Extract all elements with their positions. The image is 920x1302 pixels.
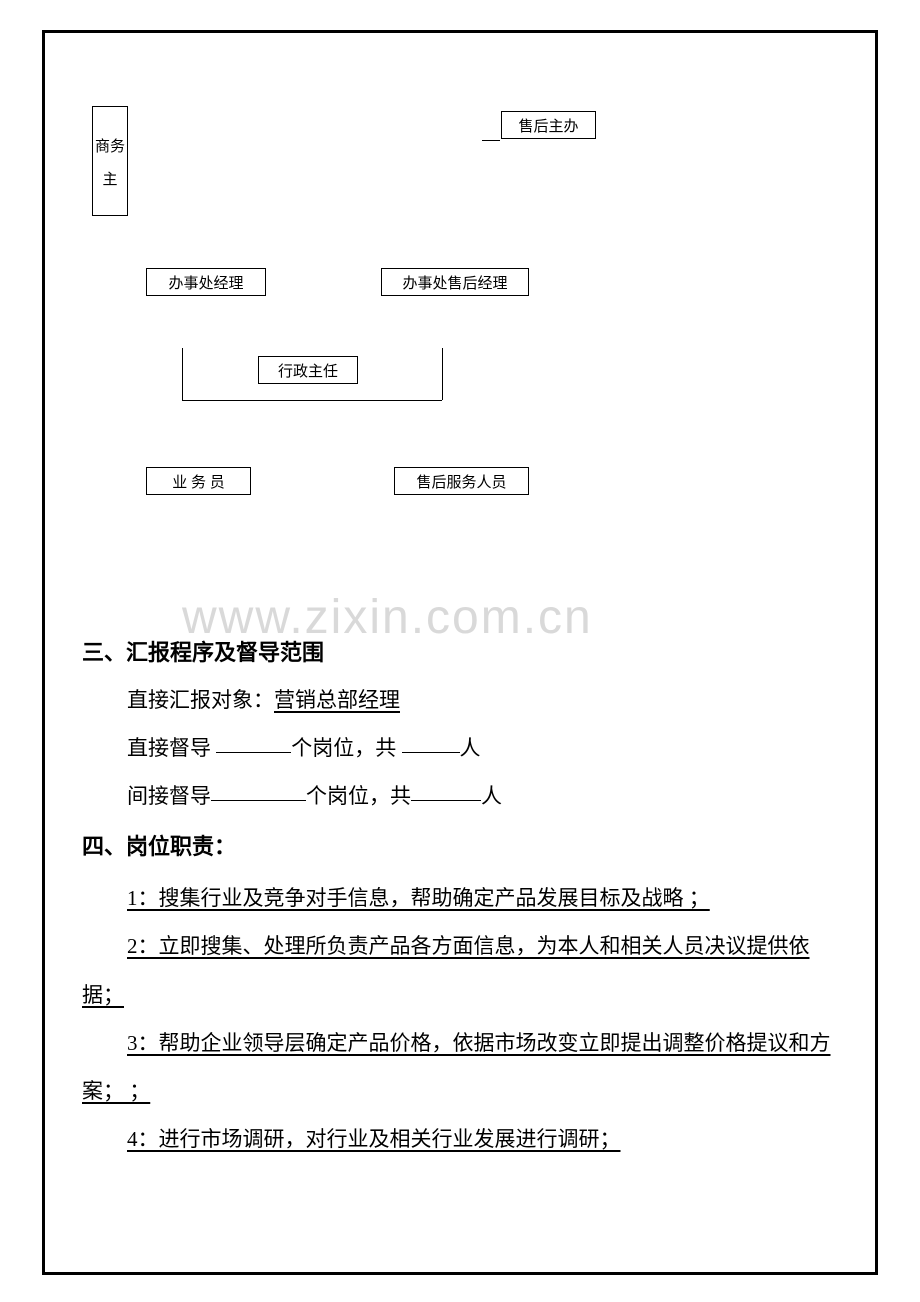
item2-text: 2：立即搜集、处理所负责产品各方面信息，为本人和相关人员决议提供依据；: [82, 934, 810, 1006]
section4-item3: 3：帮助企业领导层确定产品价格，依据市场改变立即提出调整价格提议和方案； ；: [82, 1019, 842, 1116]
line1-value: 营销总部经理: [274, 688, 400, 712]
org-box-aftersales-staff: 售后服务人员: [394, 467, 529, 495]
section4-item4: 4：进行市场调研，对行业及相关行业发展进行调研；: [82, 1115, 842, 1163]
section3-heading: 三、汇报程序及督导范围: [82, 635, 324, 667]
line1-prefix: 直接汇报对象：: [127, 688, 274, 712]
line2-suffix: 人: [460, 736, 481, 760]
org-box-admin-director: 行政主任: [258, 356, 358, 384]
section4-item2: 2：立即搜集、处理所负责产品各方面信息，为本人和相关人员决议提供依据；: [82, 922, 842, 1019]
org-box-business-supervisor: 商务主: [92, 106, 128, 216]
page-content: 商务主 售后主办 办事处经理 办事处售后经理 行政主任 业 务 员 售后服务人员…: [42, 30, 878, 1275]
org-box-office-aftersales-manager: 办事处售后经理: [381, 268, 529, 296]
connector-line: [482, 140, 500, 141]
section4-body: 1：搜集行业及竞争对手信息，帮助确定产品发展目标及战略 ； 2：立即搜集、处理所…: [82, 874, 842, 1164]
org-box-label: 办事处经理: [168, 272, 243, 293]
connector-line: [182, 348, 183, 400]
item1-text: 1：搜集行业及竞争对手信息，帮助确定产品发展目标及战略 ；: [127, 886, 710, 910]
org-box-label: 业 务 员: [172, 471, 225, 492]
line2-prefix: 直接督导: [127, 736, 216, 760]
section3-line2: 直接督导 个岗位，共 人: [127, 730, 481, 768]
connector-line: [442, 348, 443, 400]
connector-line: [182, 400, 442, 401]
org-box-aftersales-supervisor: 售后主办: [501, 111, 596, 139]
org-box-label: 办事处售后经理: [402, 272, 507, 293]
section4-item1: 1：搜集行业及竞争对手信息，帮助确定产品发展目标及战略 ；: [82, 874, 842, 922]
section3-line3: 间接督导 个岗位，共 人: [127, 778, 502, 816]
line3-mid: 个岗位，共: [306, 784, 411, 808]
item3-text: 3：帮助企业领导层确定产品价格，依据市场改变立即提出调整价格提议和方案； ；: [82, 1031, 831, 1103]
line3-prefix: 间接督导: [127, 784, 211, 808]
blank-field: [411, 800, 481, 801]
org-box-salesperson: 业 务 员: [146, 467, 251, 495]
section3-line1: 直接汇报对象：营销总部经理: [127, 682, 400, 720]
org-box-office-manager: 办事处经理: [146, 268, 266, 296]
blank-field: [402, 752, 460, 753]
line2-mid: 个岗位，共: [291, 736, 401, 760]
blank-field: [211, 800, 306, 801]
org-box-label: 行政主任: [278, 360, 338, 381]
line3-suffix: 人: [481, 784, 502, 808]
section4-heading: 四、岗位职责：: [82, 829, 236, 861]
org-box-label: 售后主办: [518, 115, 578, 136]
org-box-label: 商务主: [93, 131, 127, 197]
org-box-label: 售后服务人员: [416, 471, 506, 492]
item4-text: 4：进行市场调研，对行业及相关行业发展进行调研；: [127, 1127, 621, 1151]
blank-field: [216, 752, 291, 753]
